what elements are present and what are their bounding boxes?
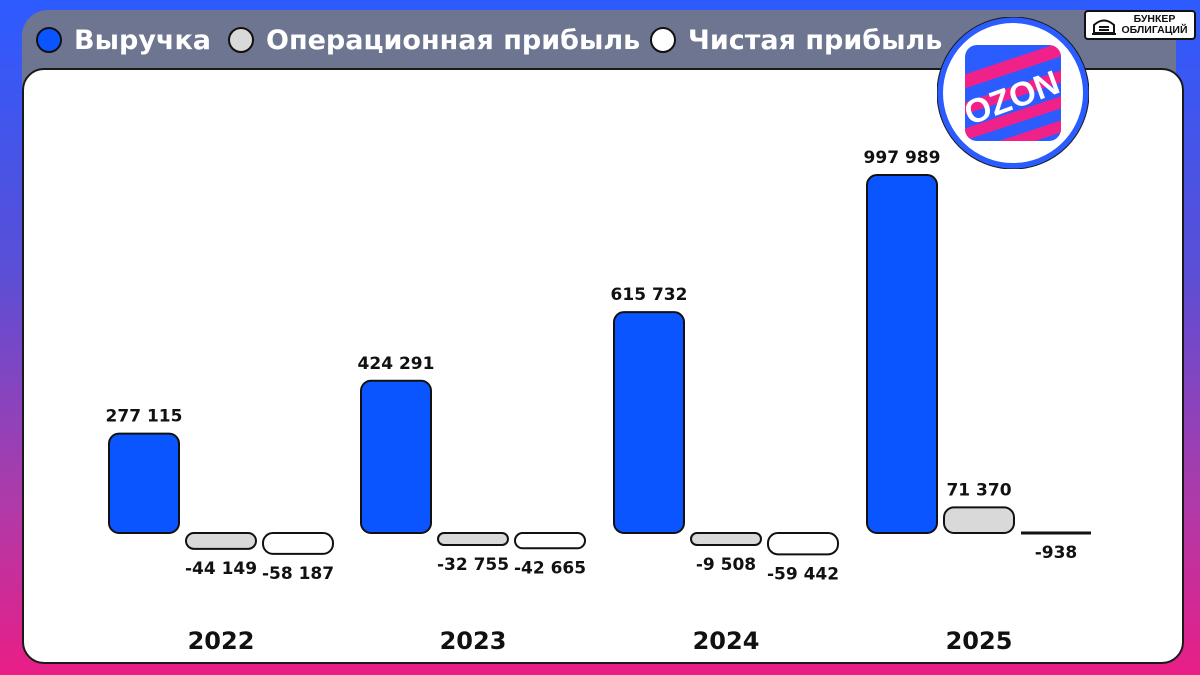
data-label-operating-profit-2022: -44 149 [185,559,257,579]
legend-label-net-profit: Чистая прибыль [688,24,943,56]
bar-operating-profit-2025 [943,506,1015,534]
data-label-revenue-2023: 424 291 [358,354,435,374]
bar-net-profit-2022 [262,532,334,555]
legend-label-revenue: Выручка [74,24,212,56]
legend-item-operating-profit: Операционная прибыль [228,22,640,58]
bar-revenue-2022 [108,432,180,534]
data-label-operating-profit-2024: -9 508 [696,555,756,575]
x-tick-label-2024: 2024 [693,627,760,655]
bar-operating-profit-2023 [437,532,509,546]
data-label-net-profit-2022: -58 187 [262,564,334,584]
brand-line-2: ОБЛИГАЦИЙ [1121,24,1188,36]
bar-revenue-2025 [866,174,938,534]
data-label-revenue-2024: 615 732 [611,285,688,305]
bar-operating-profit-2024 [690,532,762,546]
legend-item-revenue: Выручка [36,22,211,58]
data-label-operating-profit-2025: 71 370 [946,480,1011,500]
legend-swatch-revenue [36,27,62,53]
brand-badge: БУНКЕР ОБЛИГАЦИЙ [1084,10,1196,40]
bar-net-profit-2023 [514,532,586,550]
bar-revenue-2023 [360,379,432,534]
data-label-revenue-2022: 277 115 [106,407,183,427]
x-tick-label-2022: 2022 [188,627,255,655]
data-label-net-profit-2024: -59 442 [767,564,839,584]
data-label-net-profit-2023: -42 665 [514,558,586,578]
chart-panel [22,68,1184,664]
data-label-revenue-2025: 997 989 [864,148,941,168]
x-tick-label-2023: 2023 [440,627,507,655]
legend-swatch-net-profit [650,27,676,53]
bar-revenue-2024 [613,311,685,534]
bar-operating-profit-2022 [185,532,257,550]
bunker-icon [1092,19,1116,35]
data-label-operating-profit-2023: -32 755 [437,555,509,575]
brand-line-1: БУНКЕР [1133,13,1176,25]
x-tick-label-2025: 2025 [946,627,1013,655]
bar-net-profit-2024 [767,532,839,556]
ozon-logo: OZON [936,16,1090,170]
legend-swatch-operating-profit [228,27,254,53]
legend-label-operating-profit: Операционная прибыль [266,24,641,56]
data-label-net-profit-2025: -938 [1035,543,1078,563]
legend-item-net-profit: Чистая прибыль [650,22,942,58]
